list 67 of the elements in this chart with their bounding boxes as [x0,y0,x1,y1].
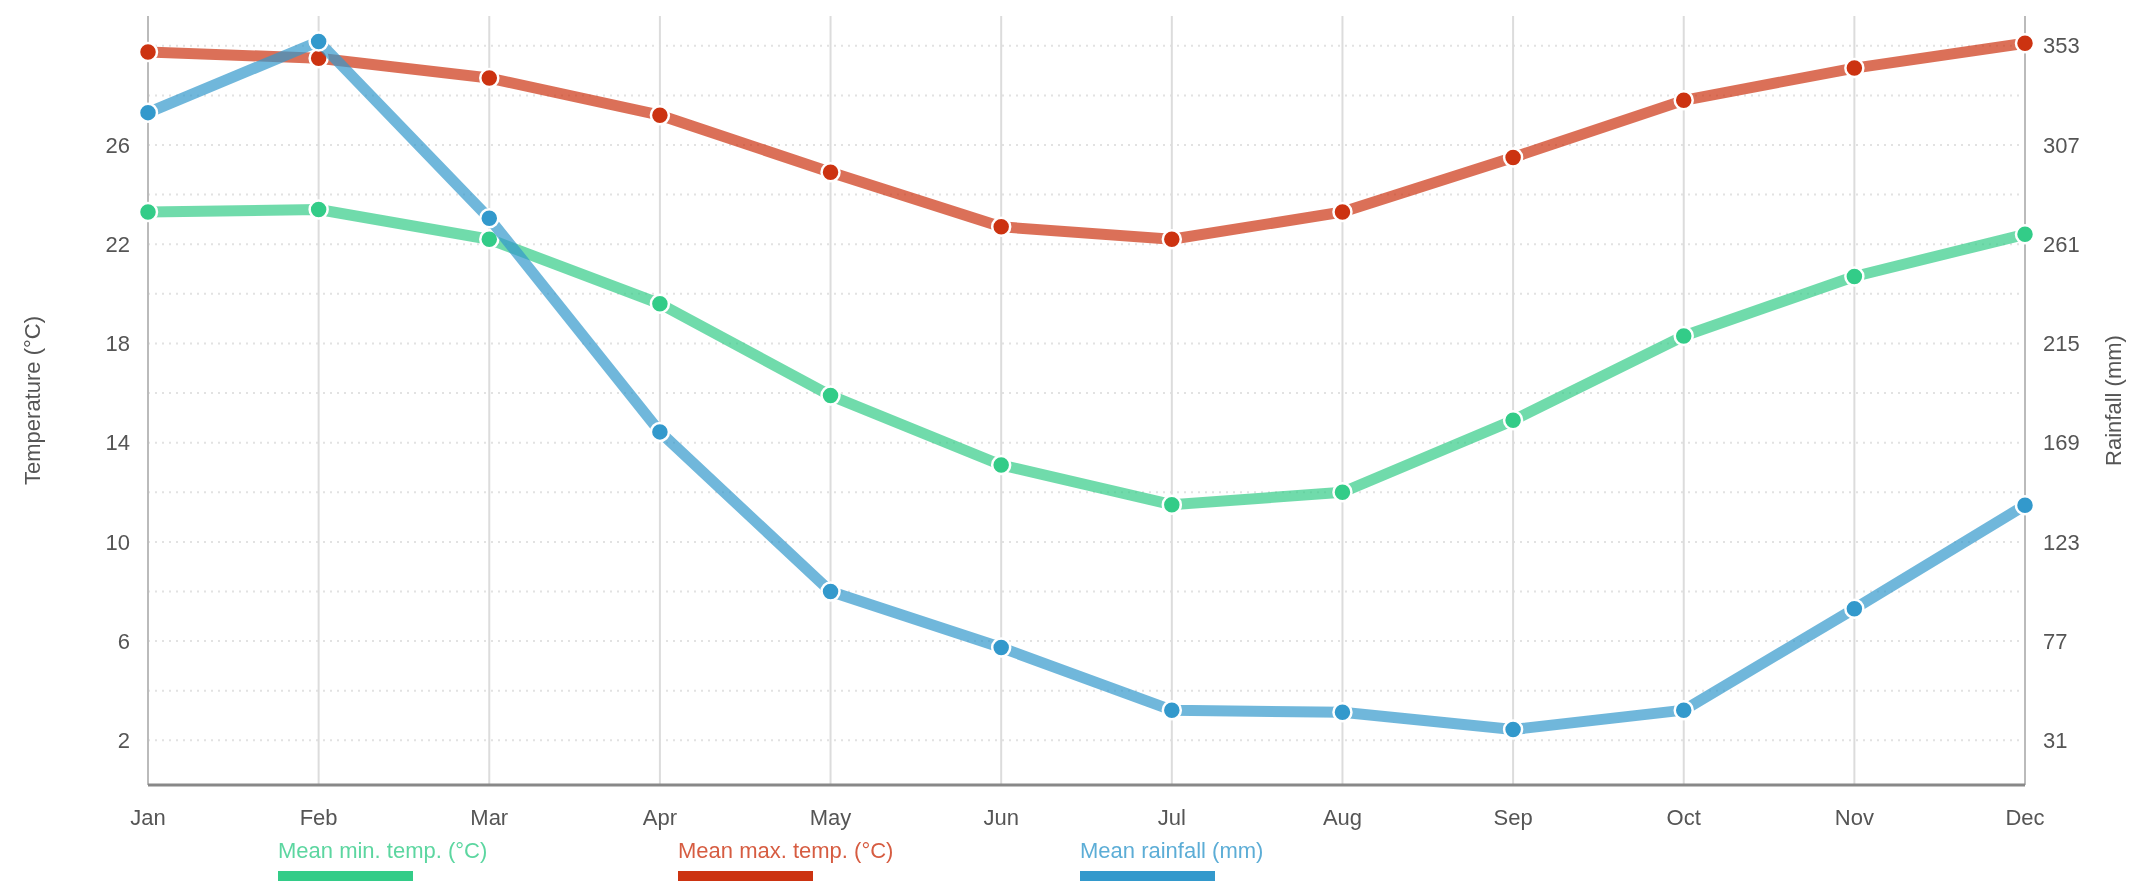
y-tick-label: 22 [105,231,130,257]
text: Mean rainfall (mm) [1080,838,1264,863]
x-tick-label: Dec [2005,805,2045,830]
point [479,67,500,89]
y2-axis-title: Rainfall (mm) [2101,335,2126,466]
point [1332,201,1353,223]
point [649,293,671,315]
point [479,229,500,250]
point [1332,482,1353,503]
x-tick-label: Aug [1322,805,1363,830]
point [1673,90,1694,111]
point [1161,229,1183,250]
y2-tick-label: 353 [2043,33,2080,59]
point [1673,699,1694,721]
y-tick-label: 14 [105,430,130,456]
point [1502,719,1524,740]
point [820,385,841,406]
point [649,104,671,126]
x-tick-label: Jan [130,805,166,830]
point [137,102,159,123]
point [2014,494,2036,516]
point [1332,702,1353,723]
point [649,421,671,443]
y2-tick-label: 31 [2043,728,2068,754]
text: Mean min. temp. (°C) [278,838,488,863]
point [479,208,500,229]
point [990,454,1012,476]
y-tick-label: 6 [117,628,130,654]
point [820,162,841,183]
point [1161,699,1183,721]
y2-tick-label: 307 [2043,132,2080,158]
point [1673,325,1694,347]
y2-tick-label: 169 [2043,430,2080,456]
x-tick-label: Nov [1834,805,1874,830]
point [990,637,1012,658]
point [137,201,159,223]
text: Mean max. temp. (°C) [678,838,894,863]
point [1844,266,1865,287]
y2-tick-label: 215 [2043,331,2080,357]
point [308,31,329,52]
y-tick-label: 26 [105,132,130,158]
x-tick-label: Apr [642,805,678,830]
x-tick-label: Oct [1666,805,1701,830]
x-tick-label: Jun [983,805,1019,830]
point [1844,598,1865,620]
x-tick-label: May [809,805,852,830]
y-tick-label: 10 [105,529,130,555]
point [2014,224,2036,245]
x-tick-label: Mar [470,805,509,830]
y-tick-label: 18 [105,331,130,357]
x-tick-label: Jul [1157,805,1186,830]
point [990,216,1012,238]
point [1844,57,1865,79]
point [2014,33,2036,54]
point [1502,147,1524,168]
x-tick-label: Sep [1493,805,1533,830]
y-tick-label: 2 [117,728,130,754]
point [820,581,841,602]
y2-tick-label: 261 [2043,231,2080,257]
point [1161,494,1183,515]
y2-tick-label: 123 [2043,529,2080,555]
y-axis-title: Temperature (°C) [20,316,45,485]
y2-tick-label: 77 [2043,628,2068,654]
x-tick-label: Feb [299,805,338,830]
point [308,199,329,220]
point [1502,410,1524,431]
point [137,41,159,63]
